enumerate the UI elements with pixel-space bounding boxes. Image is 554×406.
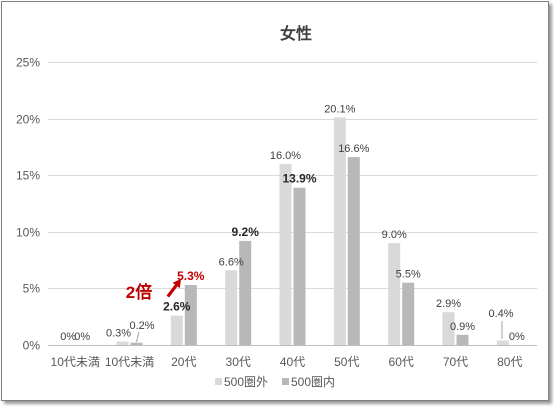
data-label-outside-3: 6.6% bbox=[219, 256, 244, 268]
data-label-outside-0: 0% bbox=[60, 331, 76, 343]
data-label-inside-2: 5.3% bbox=[177, 269, 205, 283]
bar-inside-4 bbox=[293, 187, 306, 345]
bar-outside-5 bbox=[333, 117, 346, 345]
annotation: 2倍 bbox=[126, 279, 181, 302]
x-tick-label: 60代 bbox=[389, 355, 414, 369]
bar-outside-3 bbox=[225, 270, 238, 345]
x-axis-labels: 10代未満 10代未満 20代 30代 40代 50代 60代 70代 80代 bbox=[51, 355, 523, 369]
data-label-outside-1: 0.3% bbox=[106, 328, 131, 340]
y-tick-label: 10% bbox=[16, 226, 40, 240]
legend: 500圏外 500圏内 bbox=[215, 375, 335, 389]
bar-outside-2 bbox=[170, 315, 183, 345]
data-label-inside-3: 9.2% bbox=[232, 225, 260, 239]
data-label-outside-5: 20.1% bbox=[324, 104, 355, 116]
bar-inside-5 bbox=[347, 157, 360, 345]
data-label-outside-4: 16.0% bbox=[270, 150, 301, 162]
bar-outside-4 bbox=[279, 163, 292, 345]
x-tick-label: 20代 bbox=[171, 355, 196, 369]
data-label-outside-7: 2.9% bbox=[436, 298, 461, 310]
x-tick-label: 10代未満 bbox=[105, 355, 154, 369]
chart-frame bbox=[1, 1, 549, 401]
data-label-outside-6: 9.0% bbox=[382, 229, 407, 241]
legend-label-inside: 500圏内 bbox=[291, 375, 335, 389]
data-label-inside-8: 0% bbox=[509, 331, 525, 343]
bar-outside-1 bbox=[116, 341, 129, 345]
y-tick-label: 20% bbox=[16, 113, 40, 127]
legend-swatch-outside bbox=[215, 378, 222, 385]
data-label-inside-0: 0% bbox=[74, 331, 90, 343]
data-labels: 0% 0.3% 2.6% 6.6% 16.0% 20.1% 9.0% 2.9% 0.4% 0% 0.… bbox=[60, 104, 525, 344]
bar-inside-3 bbox=[239, 240, 252, 345]
legend-label-outside: 500圏外 bbox=[224, 375, 268, 389]
x-tick-label: 10代未満 bbox=[51, 355, 100, 369]
x-tick-label: 70代 bbox=[443, 355, 468, 369]
x-tick-label: 50代 bbox=[334, 355, 359, 369]
bar-outside-6 bbox=[388, 243, 401, 345]
y-tick-label: 15% bbox=[16, 169, 40, 183]
x-tick-label: 80代 bbox=[497, 355, 522, 369]
data-label-outside-2: 2.6% bbox=[163, 300, 191, 314]
bar-inside-2 bbox=[184, 285, 197, 345]
bars bbox=[116, 117, 509, 345]
y-tick-label: 25% bbox=[16, 56, 40, 70]
annotation-text: 2倍 bbox=[126, 282, 152, 302]
data-label-inside-7: 0.9% bbox=[450, 321, 475, 333]
annotation-arrow-head bbox=[172, 279, 181, 289]
data-label-inside-6: 5.5% bbox=[396, 269, 421, 281]
data-label-inside-5: 16.6% bbox=[338, 143, 369, 155]
annotation-arrow-shaft bbox=[166, 284, 178, 298]
x-tick-label: 30代 bbox=[226, 355, 251, 369]
y-tick-label: 0% bbox=[23, 339, 41, 353]
leader-line bbox=[136, 331, 140, 343]
bar-outside-7 bbox=[442, 312, 455, 345]
y-tick-label: 5% bbox=[23, 282, 41, 296]
bar-inside-6 bbox=[402, 282, 415, 345]
x-tick-label: 40代 bbox=[280, 355, 305, 369]
data-label-outside-8: 0.4% bbox=[488, 308, 513, 320]
bar-inside-7 bbox=[456, 334, 469, 345]
legend-swatch-inside bbox=[282, 378, 289, 385]
gridlines bbox=[48, 62, 537, 346]
bar-inside-1 bbox=[130, 342, 143, 345]
bar-outside-8 bbox=[496, 340, 509, 345]
data-label-inside-4: 13.9% bbox=[282, 172, 316, 186]
chart-title: 女性 bbox=[280, 24, 312, 43]
data-label-inside-1: 0.2% bbox=[129, 320, 154, 332]
